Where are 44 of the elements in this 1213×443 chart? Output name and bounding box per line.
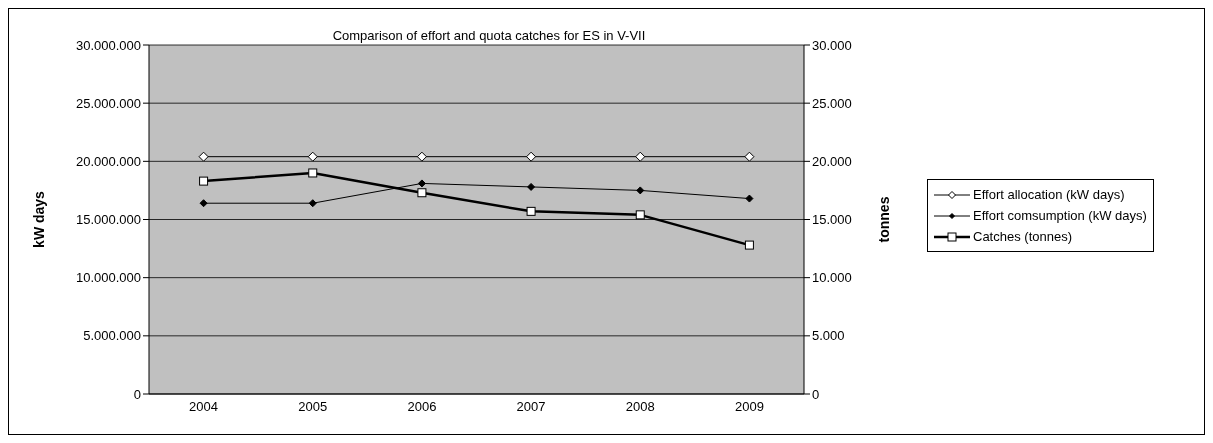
- point: [199, 176, 209, 186]
- point: [417, 188, 427, 198]
- point: [526, 206, 536, 216]
- point: [308, 168, 318, 178]
- point: [527, 182, 536, 191]
- y2-tick-label: 5.000: [812, 328, 845, 344]
- y-tick-label: 0: [133, 386, 141, 402]
- point: [744, 240, 754, 250]
- point: [526, 151, 537, 162]
- point: [198, 151, 209, 162]
- y2-axis-title: tonnes: [875, 196, 892, 243]
- point: [744, 151, 755, 162]
- x-tick-label: 2006: [407, 399, 437, 415]
- y-tick-label: 15.000.000: [75, 212, 141, 228]
- point: [745, 194, 754, 203]
- point: [417, 179, 426, 188]
- y-tick-label: 30.000.000: [75, 37, 141, 53]
- x-tick-label: 2007: [516, 399, 546, 415]
- x-tick-label: 2004: [189, 399, 219, 415]
- point: [635, 210, 645, 220]
- point: [307, 151, 318, 162]
- legend-label: Catches (tonnes): [973, 228, 1072, 246]
- x-tick-label: 2008: [625, 399, 655, 415]
- point: [199, 199, 208, 208]
- y2-tick-label: 0: [812, 386, 820, 402]
- y2-tick-label: 10.000: [812, 270, 852, 286]
- point: [636, 186, 645, 195]
- y2-tick-label: 25.000: [812, 95, 852, 111]
- point: [308, 199, 317, 208]
- x-tick-label: 2009: [734, 399, 764, 415]
- legend-label: Effort allocation (kW days): [973, 186, 1125, 204]
- y-tick-label: 5.000.000: [83, 328, 141, 344]
- x-tick-label: 2005: [298, 399, 328, 415]
- y2-tick-label: 15.000: [812, 212, 852, 228]
- legend-label: Effort comsumption (kW days): [973, 207, 1147, 225]
- y-axis-title: kW days: [30, 190, 47, 248]
- y-tick-label: 25.000.000: [75, 95, 141, 111]
- point: [635, 151, 646, 162]
- y-tick-label: 10.000.000: [75, 270, 141, 286]
- y2-tick-label: 30.000: [812, 37, 852, 53]
- point: [416, 151, 427, 162]
- y2-tick-label: 20.000: [812, 153, 852, 169]
- chart-title: Comparison of effort and quota catches for ES in V-VII: [332, 28, 646, 43]
- y-tick-label: 20.000.000: [75, 153, 141, 169]
